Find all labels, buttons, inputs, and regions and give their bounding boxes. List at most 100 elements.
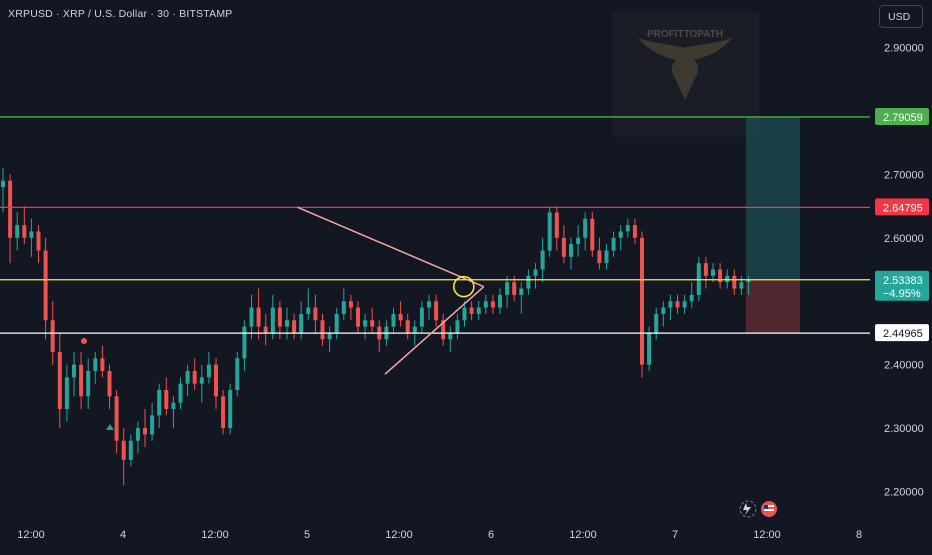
candle-body: [306, 307, 311, 314]
y-tick-label: 2.40000: [884, 360, 924, 372]
candle-body: [143, 428, 147, 435]
candle-body: [199, 377, 204, 384]
candle-body: [313, 307, 318, 321]
x-tick-label: 12:00: [569, 529, 597, 541]
price-tag-change: −4.95%: [883, 288, 921, 300]
flag-icon[interactable]: [761, 501, 777, 517]
candle-body: [412, 326, 417, 333]
candle-body: [561, 237, 566, 257]
background-layer: [746, 116, 800, 334]
candle-body: [221, 396, 226, 429]
price-tag: [875, 270, 929, 301]
candle-body: [57, 351, 62, 410]
candle-body: [171, 402, 176, 410]
candle-body: [703, 263, 708, 276]
triangle-upper-line: [297, 206, 485, 288]
candle-body: [661, 307, 666, 314]
candle-body: [405, 320, 410, 333]
candle-body: [391, 313, 396, 327]
candle-body: [682, 301, 687, 308]
candle-body: [121, 440, 126, 460]
candle-body: [611, 237, 616, 251]
candle-body: [625, 225, 630, 232]
candle-body: [569, 244, 573, 257]
candle-body: [597, 250, 602, 264]
x-tick-label: 7: [672, 529, 678, 541]
price-tags-layer: 2.79059 2.64795 2.53383−4.95% 2.44965: [875, 107, 929, 342]
candle-body: [277, 307, 282, 327]
currency-button[interactable]: USD: [879, 5, 923, 28]
candle-body: [434, 301, 439, 321]
candle-body: [263, 326, 268, 333]
price-tag-label: 2.53383: [883, 275, 923, 287]
candle-body: [100, 358, 105, 371]
candle-body: [618, 231, 623, 238]
candle-body: [476, 307, 481, 314]
candle-body: [739, 282, 744, 289]
candle-body: [370, 320, 375, 327]
candle-body: [533, 269, 538, 276]
time-axis[interactable]: 12:00 4 12:00 5 12:00 6 12:00 7 12:00 8: [17, 529, 862, 541]
candle-body: [490, 301, 495, 308]
y-tick-label: 2.70000: [884, 169, 924, 181]
candles-layer: [1, 168, 751, 486]
drawing-layer: [297, 206, 485, 375]
candle-body: [135, 428, 140, 441]
x-tick-label: 12:00: [201, 529, 229, 541]
candle-body: [668, 301, 673, 308]
y-tick-label: 2.30000: [884, 423, 924, 435]
candle-body: [711, 269, 715, 276]
candle-body: [43, 250, 48, 321]
price-tag: [875, 198, 929, 216]
candle-body: [632, 225, 637, 238]
candle-body: [647, 332, 652, 365]
candle-body: [107, 370, 112, 397]
candle-body: [157, 390, 162, 416]
candle-body: [746, 279, 751, 283]
candle-body: [15, 225, 20, 238]
y-tick-label: 2.90000: [884, 43, 924, 55]
price-tag-label: 2.44965: [883, 328, 923, 340]
x-tick-label: 5: [304, 529, 310, 541]
price-tag-label: 2.64795: [883, 202, 923, 214]
price-axis[interactable]: 2.90000 2.70000 2.60000 2.40000 2.30000 2.200…: [884, 43, 924, 499]
candle-body: [419, 307, 424, 327]
candle-body: [285, 320, 289, 327]
position-target-zone: [746, 116, 800, 280]
candle-body: [214, 364, 218, 397]
x-tick-label: 12:00: [385, 529, 413, 541]
candle-body: [341, 301, 346, 314]
candle-body: [86, 370, 91, 397]
candle-body: [22, 225, 27, 238]
candle-body: [206, 364, 211, 378]
candle-body: [590, 218, 595, 251]
price-tag: [875, 107, 929, 125]
candle-body: [540, 250, 545, 270]
candle-body: [732, 275, 737, 289]
candle-body: [114, 396, 119, 441]
candle-body: [1, 180, 5, 188]
eagle-icon: [638, 38, 732, 100]
candle-body: [270, 307, 275, 333]
candle-body: [185, 370, 190, 384]
candle-body: [8, 180, 13, 238]
candle-body: [505, 282, 510, 295]
y-tick-label: 2.20000: [884, 486, 924, 498]
candle-body: [356, 307, 360, 327]
candle-body: [242, 326, 247, 359]
candle-body: [128, 440, 133, 460]
flash-icon[interactable]: [739, 500, 757, 518]
candle-body: [50, 320, 55, 352]
x-tick-label: 12:00: [17, 529, 45, 541]
candle-body: [725, 275, 730, 283]
candle-body: [696, 263, 701, 295]
candle-body: [249, 307, 254, 327]
candle-body: [235, 358, 240, 390]
candle-body: [64, 377, 69, 410]
price-tag-label: 2.79059: [883, 112, 923, 124]
candle-body: [327, 332, 332, 340]
candle-body: [334, 313, 339, 333]
